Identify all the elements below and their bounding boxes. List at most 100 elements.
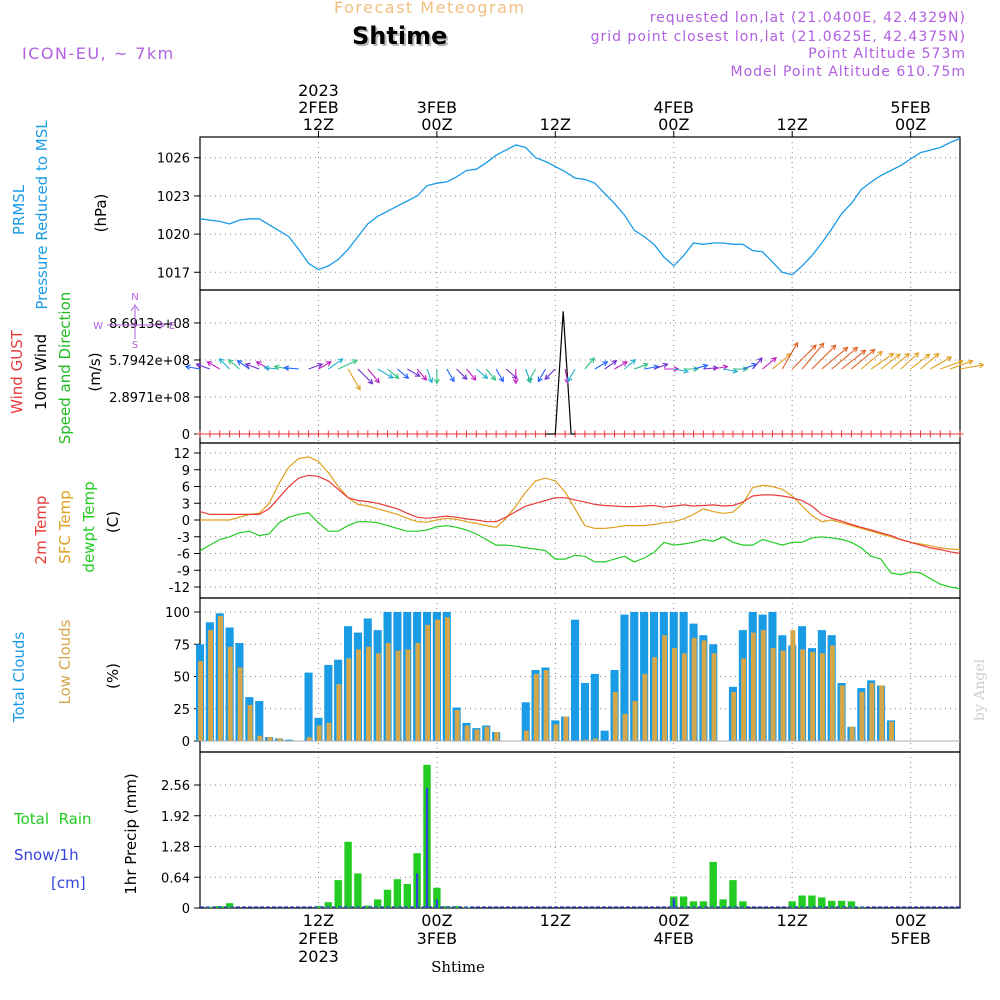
low-clouds-bar [760,630,766,741]
time-label-bottom: 12Z [777,911,808,930]
wind-arrow [851,348,876,370]
wind-arrow [227,358,240,370]
rain-bar [808,895,816,908]
gust-marker [729,430,737,438]
wind-arrow [236,360,250,370]
panel-frame [199,597,961,753]
wind-arrow [831,346,859,370]
wind-arrow [426,368,434,384]
rain-bar [403,884,411,908]
wind-arrow [446,368,455,383]
low-clouds-bar [622,713,628,741]
wind-arrow [434,369,440,385]
time-label-bottom: 00Z [895,911,926,930]
y-tick-label: 5.7942e+08 [109,354,190,369]
rain-bar [374,899,382,908]
wind-arrow [495,368,504,383]
time-label-bottom: 00Z [658,911,689,930]
total-clouds-bar [255,701,264,741]
wind10m-line [545,311,576,435]
gust-marker [611,430,619,438]
low-clouds-bar [218,615,223,741]
low-clouds-bar [484,726,490,741]
low-clouds-bar [632,701,638,741]
low-clouds-bar [741,658,746,741]
gust-marker [285,430,293,438]
rain-bar [393,879,402,908]
wind-dir-label: Speed and Direction [56,292,74,445]
wind-arrow [584,357,595,370]
wind-arrow [624,358,637,370]
gust-marker [324,430,332,438]
low-clouds-bar [415,643,421,741]
snow-bar [425,787,429,908]
gust-marker [818,430,826,438]
wind-arrow [900,352,920,370]
total-clouds-bar [620,614,629,741]
pressure-line [199,137,961,276]
total-clouds-bar [284,739,293,741]
gust-marker [344,430,352,438]
wind-arrow [742,362,758,370]
total-clouds-bar [304,672,313,741]
rain-bar [847,901,856,908]
wind-arrow [959,362,985,370]
gust-marker [601,430,609,438]
gust-marker [670,430,678,438]
gust-marker [867,430,875,438]
time-label-top: 12Z [540,115,571,134]
wind-arrow [485,368,497,381]
y-tick-label: 9 [182,464,190,479]
precip-labels: Total Rain Snow/1h [cm] 1hr Precip (mm) [13,773,140,894]
y-tick-label: 0 [182,514,190,529]
gust-marker [828,430,836,438]
low-clouds-bar [642,673,648,741]
wind-panel: 0 2.8971e+08 5.7942e+08 8.6913e+08 [109,289,985,444]
gust-marker [433,430,441,438]
time-label-top: 5FEB [890,98,930,117]
low-clouds-bar [454,710,460,741]
gust-marker [384,430,392,438]
low-clouds-bar [839,685,845,741]
temp-dew-label: dewpt Temp [80,481,98,572]
temp-2m-line [199,474,961,555]
low-clouds-bar [869,683,875,741]
wind-arrow [476,368,489,380]
gust-marker [334,430,342,438]
gust-marker [393,430,401,438]
wind-arrow [466,368,477,381]
y-tick-label: 1026 [157,152,190,167]
gust-marker [532,430,540,438]
low-clouds-bar [770,648,776,741]
y-tick-label: 1020 [157,228,190,243]
low-clouds-bar [593,738,598,741]
y-tick-label: 2.56 [161,779,190,794]
gust-marker [887,430,895,438]
dewpt-line [199,512,961,590]
gust-marker [472,430,480,438]
cloud-labels: Total Clouds Low Clouds (%) [10,619,122,723]
gust-marker [660,430,668,438]
low-clouds-bar [691,637,697,741]
time-label-top: 00Z [658,115,689,134]
rain-bar [818,897,826,908]
rain-bar [324,902,332,908]
low-clouds-bar [445,617,450,741]
wind-arrow [653,362,669,370]
wind-arrow [397,368,410,380]
precip-panel: 0 0.64 1.28 1.92 2.56 [161,751,961,917]
wind-arrow [416,368,428,381]
total-clouds-bar [580,683,589,741]
total-clouds-bar [324,664,333,741]
gust-marker [917,430,925,438]
snow-label: Snow/1h [14,846,79,864]
gust-marker [759,430,767,438]
gust-marker [492,430,500,438]
low-clouds-bar [474,729,480,741]
gust-marker [502,430,510,438]
gust-marker [561,430,569,438]
total-clouds-bar [571,619,580,741]
gust-marker [216,430,224,438]
prmsl-long-label: Pressure Reduced to MSL [33,120,51,310]
rain-bar [462,907,471,908]
